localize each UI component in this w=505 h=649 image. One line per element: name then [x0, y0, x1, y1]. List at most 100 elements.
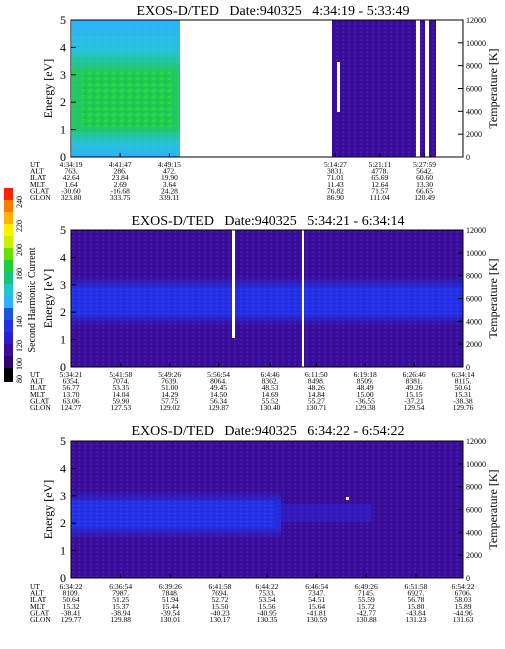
panel-3-footer-cell: 6:36:54 — [109, 582, 132, 591]
colorbar-tick-160: 160 — [15, 292, 24, 304]
colorbar-swatch-210 — [4, 224, 13, 236]
panel-2-footer-cell: 50.61 — [455, 383, 472, 392]
panel-1-region-late-purple — [332, 20, 416, 157]
colorbar-tick-220: 220 — [15, 220, 24, 232]
panel-1-footer-cell: 111.04 — [370, 193, 390, 202]
panel-2-footer-cell: 5:49:26 — [158, 370, 181, 379]
panel-3-footer-cell: 6:44:22 — [256, 582, 279, 591]
panel-1-footer-row-label: ILAT — [30, 173, 47, 182]
panel-2-footer-cell: 7639. — [161, 377, 178, 386]
panel-1-gap-marker — [337, 62, 340, 112]
panel-2-footer-cell: 6:4:46 — [261, 370, 280, 379]
panel-2-footer-row-label: ILAT — [30, 383, 47, 392]
panel-2-footer-cell: 51.00 — [161, 383, 178, 392]
panel-1-footer-cell: 5:14:27 — [324, 160, 347, 169]
panel-3-footer-cell: 15.80 — [408, 602, 425, 611]
panel-3: EXOS-D/TED Date:940325 6:34:22 - 6:54:22 — [70, 424, 464, 579]
panel-3-y2label: Temperature [K] — [486, 469, 500, 549]
panel-2-footer-cell: 129.87 — [208, 403, 229, 412]
panel-3-band-core — [71, 501, 275, 527]
panel-3-temp-tick-label: 6000 — [466, 506, 482, 515]
panel-3-footer-cell: -40.23 — [210, 608, 230, 617]
panel-2-footer-cell: 8362. — [262, 377, 279, 386]
panel-2-footer-cell: 5:56:54 — [207, 370, 230, 379]
panel-2-footer-cell: 8381. — [406, 377, 423, 386]
panel-2-footer-cell: 129.54 — [404, 403, 425, 412]
panel-2-footer-cell: 6:19:18 — [354, 370, 377, 379]
panel-2-footer-cell: 14.84 — [308, 390, 325, 399]
panel-1-temp-tick-label: 4000 — [466, 107, 482, 116]
panel-3-footer-cell: 7347. — [308, 589, 325, 598]
panel-2-footer-cell: 48.53 — [262, 383, 279, 392]
panel-1-footer-cell: 66.65 — [416, 186, 433, 195]
panel-3-footer-cell: 51.25 — [112, 595, 129, 604]
panel-1-title: EXOS-D/TED Date:940325 4:34:19 - 5:33:49 — [137, 4, 410, 19]
panel-3-energy-tick-label: 5 — [60, 434, 66, 448]
panel-1-footer-row-label: GLON — [30, 193, 51, 202]
panel-3-footer-cell: 15.89 — [455, 602, 472, 611]
panel-2-footer-row-label: GLON — [30, 403, 51, 412]
colorbar-swatch-140 — [4, 308, 13, 320]
panel-3-footer-cell: 6:49:26 — [355, 582, 378, 591]
panel-2-footer-row-label: UT — [30, 370, 40, 379]
panel-1-footer-cell: 333.75 — [110, 193, 131, 202]
panel-1-y2label: Temperature [K] — [486, 48, 500, 128]
panel-1-footer-cell: -30.60 — [61, 186, 81, 195]
panel-1-footer-cell: 472. — [163, 167, 176, 176]
panel-2-plot — [70, 229, 464, 368]
panel-1-footer-cell: 1.64 — [64, 180, 77, 189]
panel-3-footer-row-label: ALT — [30, 589, 44, 598]
colorbar-swatch-80 — [4, 368, 13, 382]
panel-3-footer-cell: -38.41 — [61, 608, 81, 617]
panel-1-footer-row-label: GLAT — [30, 186, 50, 195]
panel-2-temp-tick-label: 12000 — [466, 226, 486, 235]
panel-2-footer-cell: 56.77 — [63, 383, 80, 392]
colorbar-swatch-200 — [4, 236, 13, 248]
colorbar-swatch-110 — [4, 344, 13, 356]
panel-3-temp-tick-label: 10000 — [466, 460, 486, 469]
panel-2-energy-tick-label: 3 — [60, 278, 66, 292]
panel-2-title: EXOS-D/TED Date:940325 5:34:21 - 6:34:14 — [132, 214, 405, 229]
panel-2-band-core — [71, 287, 463, 315]
panel-3-footer-row-label: MLT — [30, 602, 46, 611]
panel-3-footer-cell: -42.77 — [357, 608, 377, 617]
panel-2-footer-cell: 5:41:58 — [109, 370, 132, 379]
panel-1-footer-cell: 763. — [64, 167, 77, 176]
panel-2-footer-cell: 59.90 — [112, 396, 129, 405]
panel-3-footer-cell: 7694. — [212, 589, 229, 598]
panel-3-footer-cell: 51.94 — [162, 595, 179, 604]
panel-3-footer-cell: 15.44 — [162, 602, 179, 611]
panel-2-temp-tick-label: 4000 — [466, 317, 482, 326]
panel-2-footer-cell: 49.26 — [406, 383, 423, 392]
panel-1-footer-cell: 42.64 — [63, 173, 80, 182]
panel-3-footer-cell: 15.72 — [358, 602, 375, 611]
panel-2-temp-tick-label: 6000 — [466, 295, 482, 304]
panel-3-footer-cell: 130.88 — [356, 615, 377, 624]
panel-1-footer-cell: 71.57 — [371, 186, 388, 195]
panel-3-footer-cell: 6:46:54 — [305, 582, 328, 591]
panel-1-footer-cell: 19.90 — [161, 173, 178, 182]
panel-2-footer-cell: 13.70 — [63, 390, 80, 399]
panel-3-footer-cell: 15.32 — [63, 602, 80, 611]
panel-3-footer-row-label: GLON — [30, 615, 51, 624]
colorbar-swatch-130 — [4, 320, 13, 332]
panel-1-footer-cell: 11.43 — [327, 180, 344, 189]
colorbar-swatch-190 — [4, 248, 13, 260]
panel-3-footer-cell: 129.77 — [61, 615, 82, 624]
panel-2-footer-cell: 130.40 — [260, 403, 281, 412]
panel-3-temp-tick-label: 4000 — [466, 528, 482, 537]
panel-2-footer-cell: 53.35 — [112, 383, 129, 392]
panel-1-ylabel: Energy [eV] — [41, 59, 55, 118]
panel-3-temp-tick-label: 0 — [466, 574, 470, 583]
panel-1-footer-cell: 3.64 — [163, 180, 176, 189]
colorbar-swatch-170 — [4, 272, 13, 284]
panel-3-footer-cell: 6:39:26 — [159, 582, 182, 591]
panel-2-footer-cell: -36.55 — [356, 396, 376, 405]
panel-3-footer-cell: 7533. — [259, 589, 276, 598]
panel-1-temp-tick-label: 12000 — [466, 16, 486, 25]
panel-3-footer-cell: 50.64 — [63, 595, 80, 604]
panel-1-footer-cell: 339.11 — [159, 193, 180, 202]
panel-1-footer-cell: 24.28 — [161, 186, 178, 195]
panel-2-footer-cell: 48.26 — [308, 383, 325, 392]
